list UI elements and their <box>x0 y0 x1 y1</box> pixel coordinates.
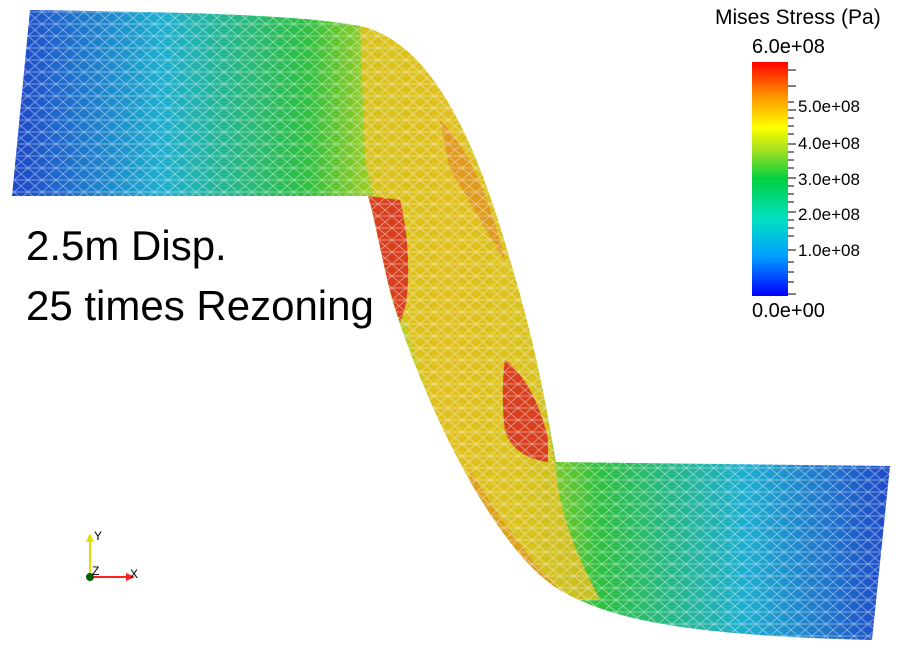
legend-title: Mises Stress (Pa) <box>715 6 881 29</box>
legend-tick-label: 2.0e+08 <box>798 205 860 224</box>
legend-min-label: 0.0e+00 <box>752 300 825 322</box>
z-axis-origin <box>86 573 94 581</box>
legend-max-label: 6.0e+08 <box>752 36 825 58</box>
y-axis-arrowhead <box>86 533 94 542</box>
legend-tick-label: 4.0e+08 <box>798 134 860 153</box>
legend-tick-marks <box>788 69 796 295</box>
x-axis-label: X <box>130 567 138 581</box>
y-axis-label: Y <box>94 529 102 543</box>
legend-colorbar <box>752 62 788 296</box>
rezoning-annotation: 25 times Rezoning <box>26 282 374 329</box>
x-axis-arrowhead <box>126 573 135 581</box>
legend-tick-label: 3.0e+08 <box>798 170 860 189</box>
z-axis-label: Z <box>92 564 99 578</box>
displacement-annotation: 2.5m Disp. <box>26 222 227 269</box>
legend-tick-label: 5.0e+08 <box>798 97 860 116</box>
legend-tick-label: 1.0e+08 <box>798 241 860 260</box>
orientation-axes-triad: Y X Z <box>86 529 138 581</box>
